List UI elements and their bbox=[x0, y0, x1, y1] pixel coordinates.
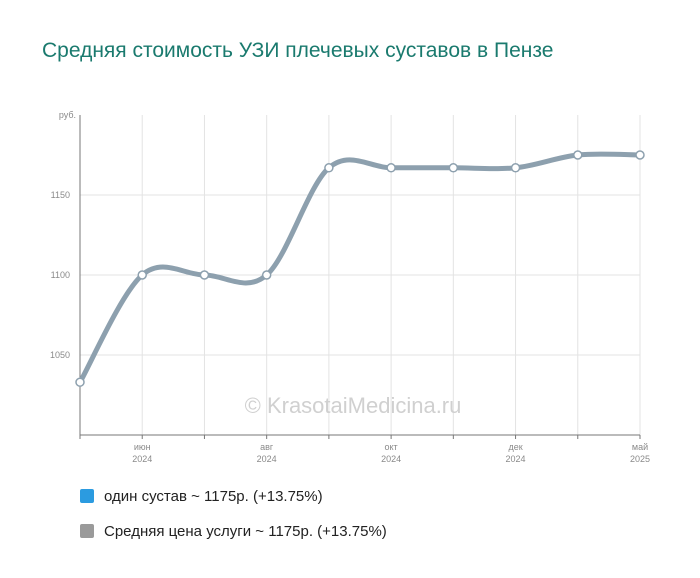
legend-swatch-gray bbox=[80, 524, 94, 538]
chart-title: Средняя стоимость УЗИ плечевых суставов … bbox=[42, 39, 554, 62]
x-tick-label-year: 2025 bbox=[630, 454, 650, 464]
data-point bbox=[573, 150, 583, 160]
data-point bbox=[510, 163, 521, 173]
watermark: © KrasotaiMedicina.ru bbox=[245, 393, 462, 418]
x-tick-label-year: 2024 bbox=[381, 454, 401, 464]
data-point bbox=[324, 163, 334, 173]
x-tick-label-year: 2024 bbox=[257, 454, 277, 464]
legend-item-one-joint[interactable]: один сустав ~ 1175р. (+13.75%) bbox=[80, 486, 387, 506]
legend: один сустав ~ 1175р. (+13.75%) Средняя ц… bbox=[80, 486, 387, 556]
legend-label: Средняя цена услуги ~ 1175р. (+13.75%) bbox=[104, 522, 387, 540]
data-point bbox=[137, 270, 147, 280]
x-tick-label-month: дек bbox=[508, 442, 522, 452]
x-tick-label-month: авг bbox=[260, 442, 274, 452]
data-point bbox=[199, 270, 210, 280]
series-group bbox=[75, 150, 645, 387]
data-point bbox=[448, 163, 459, 173]
legend-swatch-blue bbox=[80, 489, 94, 503]
x-tick-label-year: 2024 bbox=[506, 454, 526, 464]
data-point bbox=[261, 270, 272, 280]
legend-item-average[interactable]: Средняя цена услуги ~ 1175р. (+13.75%) bbox=[80, 521, 387, 541]
y-axis-unit-label: руб. bbox=[59, 110, 76, 120]
data-point bbox=[386, 163, 396, 173]
series-line bbox=[77, 151, 643, 385]
data-point bbox=[75, 377, 85, 387]
x-tick-label-month: окт bbox=[385, 442, 398, 452]
y-tick-label: 1100 bbox=[51, 270, 70, 280]
x-tick-label-month: май bbox=[632, 442, 648, 452]
x-tick-label-month: июн bbox=[134, 442, 151, 452]
x-tick-label-year: 2024 bbox=[132, 454, 152, 464]
grid-lines bbox=[80, 115, 641, 435]
y-tick-label: 1050 bbox=[50, 350, 70, 360]
legend-label: один сустав ~ 1175р. (+13.75%) bbox=[104, 487, 323, 505]
tick-labels: руб. 1050 1100 1150 июн 2024 авг 2024 окт 2024 дек… bbox=[50, 110, 650, 464]
data-point bbox=[635, 150, 645, 160]
y-tick-label: 1150 bbox=[51, 190, 70, 200]
